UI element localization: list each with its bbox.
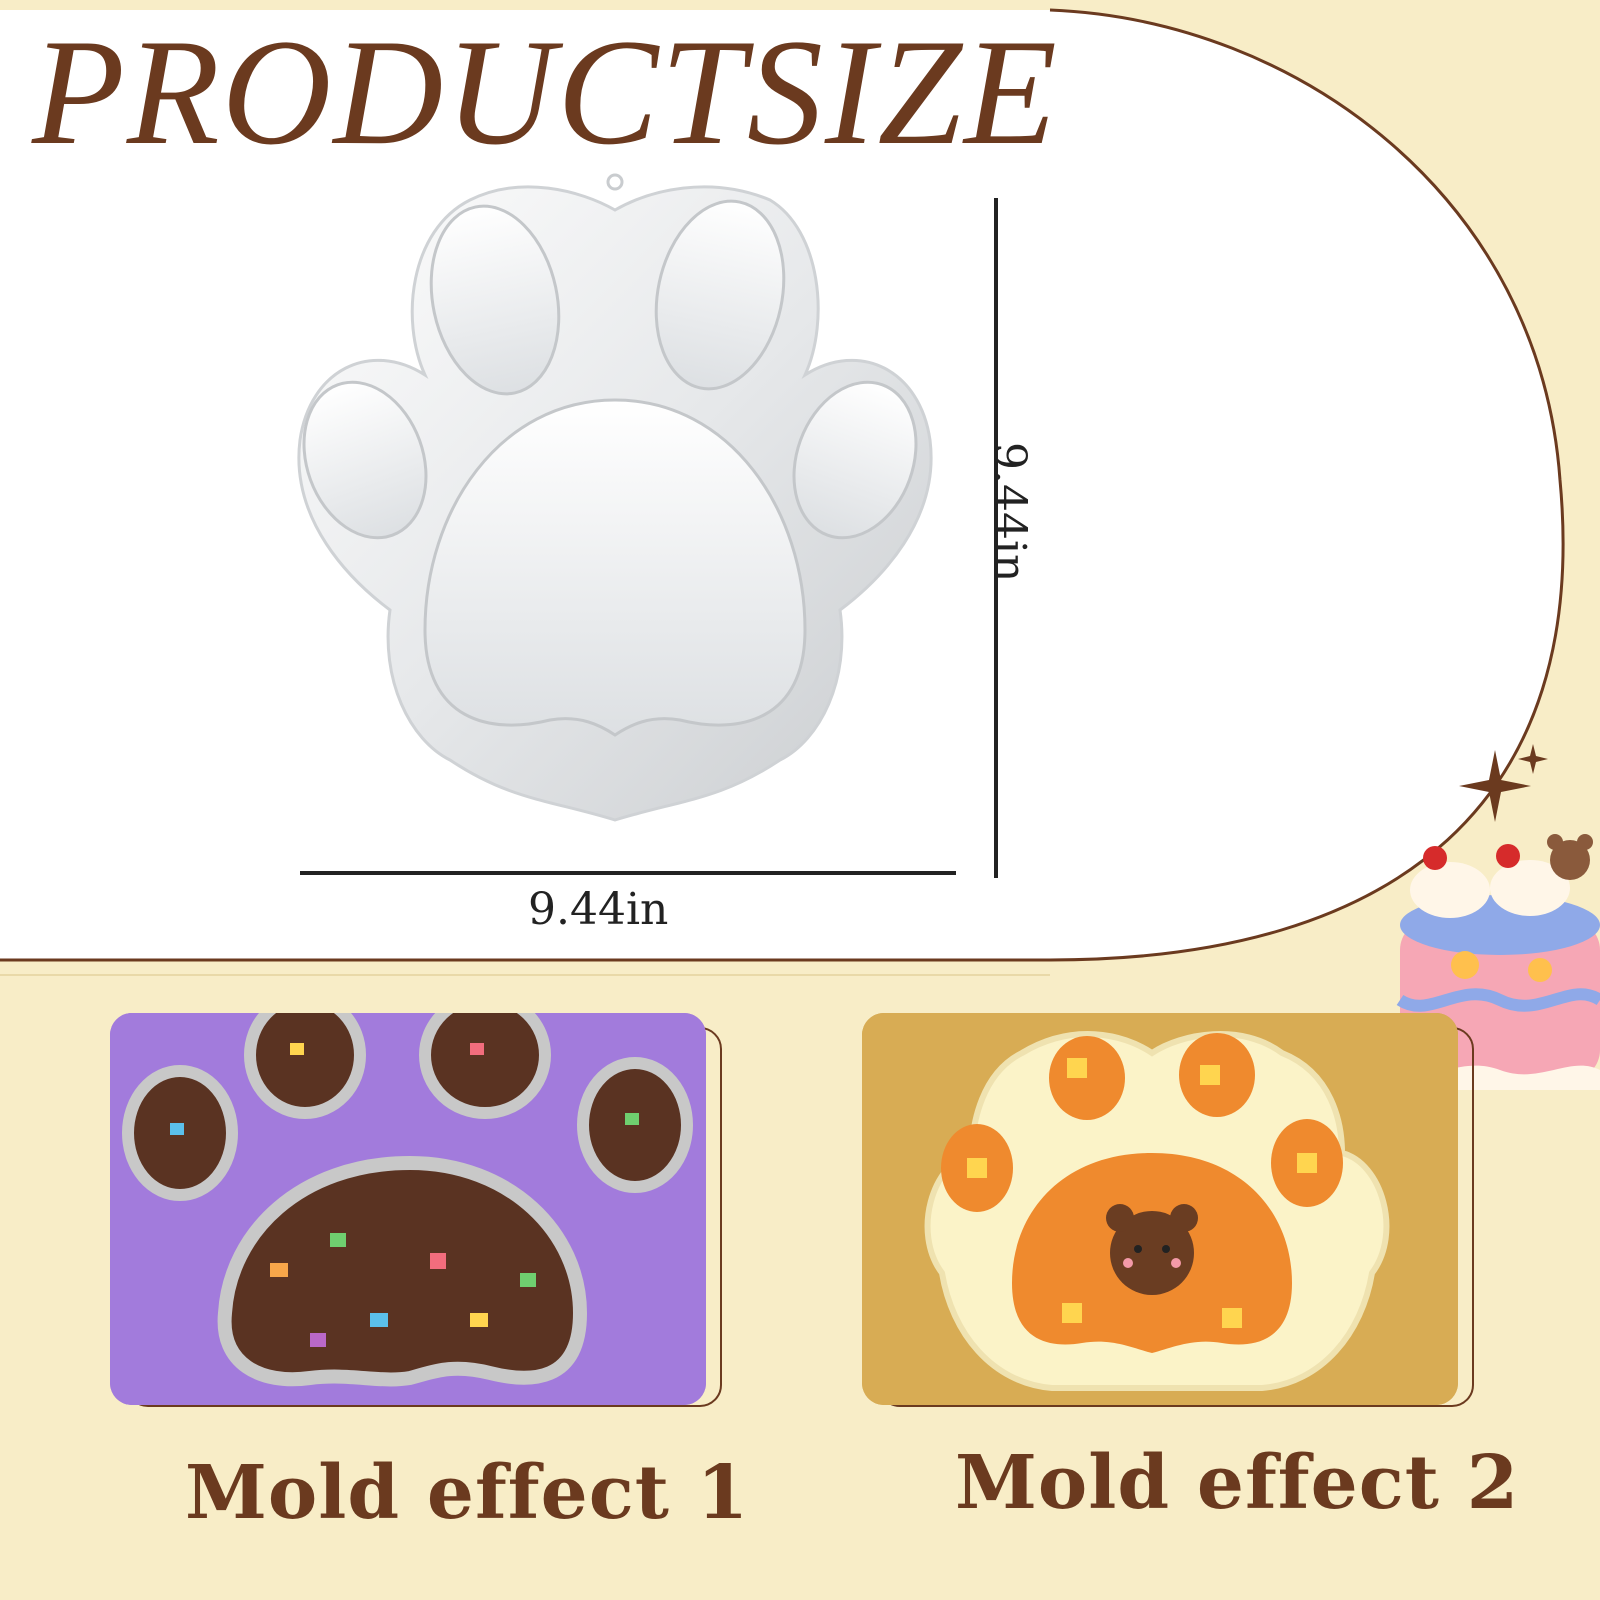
mold-effect-1-card xyxy=(110,1013,722,1407)
height-dimension-line xyxy=(994,198,998,878)
sparkle-icon xyxy=(1459,744,1548,822)
paw-pan-image xyxy=(297,173,933,822)
page-title: PRODUCTSIZE xyxy=(32,8,1059,176)
mold-effect-1-caption: Mold effect 1 xyxy=(185,1450,750,1536)
height-label: 9.44in xyxy=(984,442,1035,583)
width-dimension-line xyxy=(300,871,956,875)
mold-effect-2-card xyxy=(862,1013,1474,1407)
mold-effect-2-photo xyxy=(862,1013,1458,1405)
mold-effect-1-photo xyxy=(110,1013,706,1405)
width-label: 9.44in xyxy=(528,884,669,935)
mold-effect-2-caption: Mold effect 2 xyxy=(955,1440,1520,1526)
